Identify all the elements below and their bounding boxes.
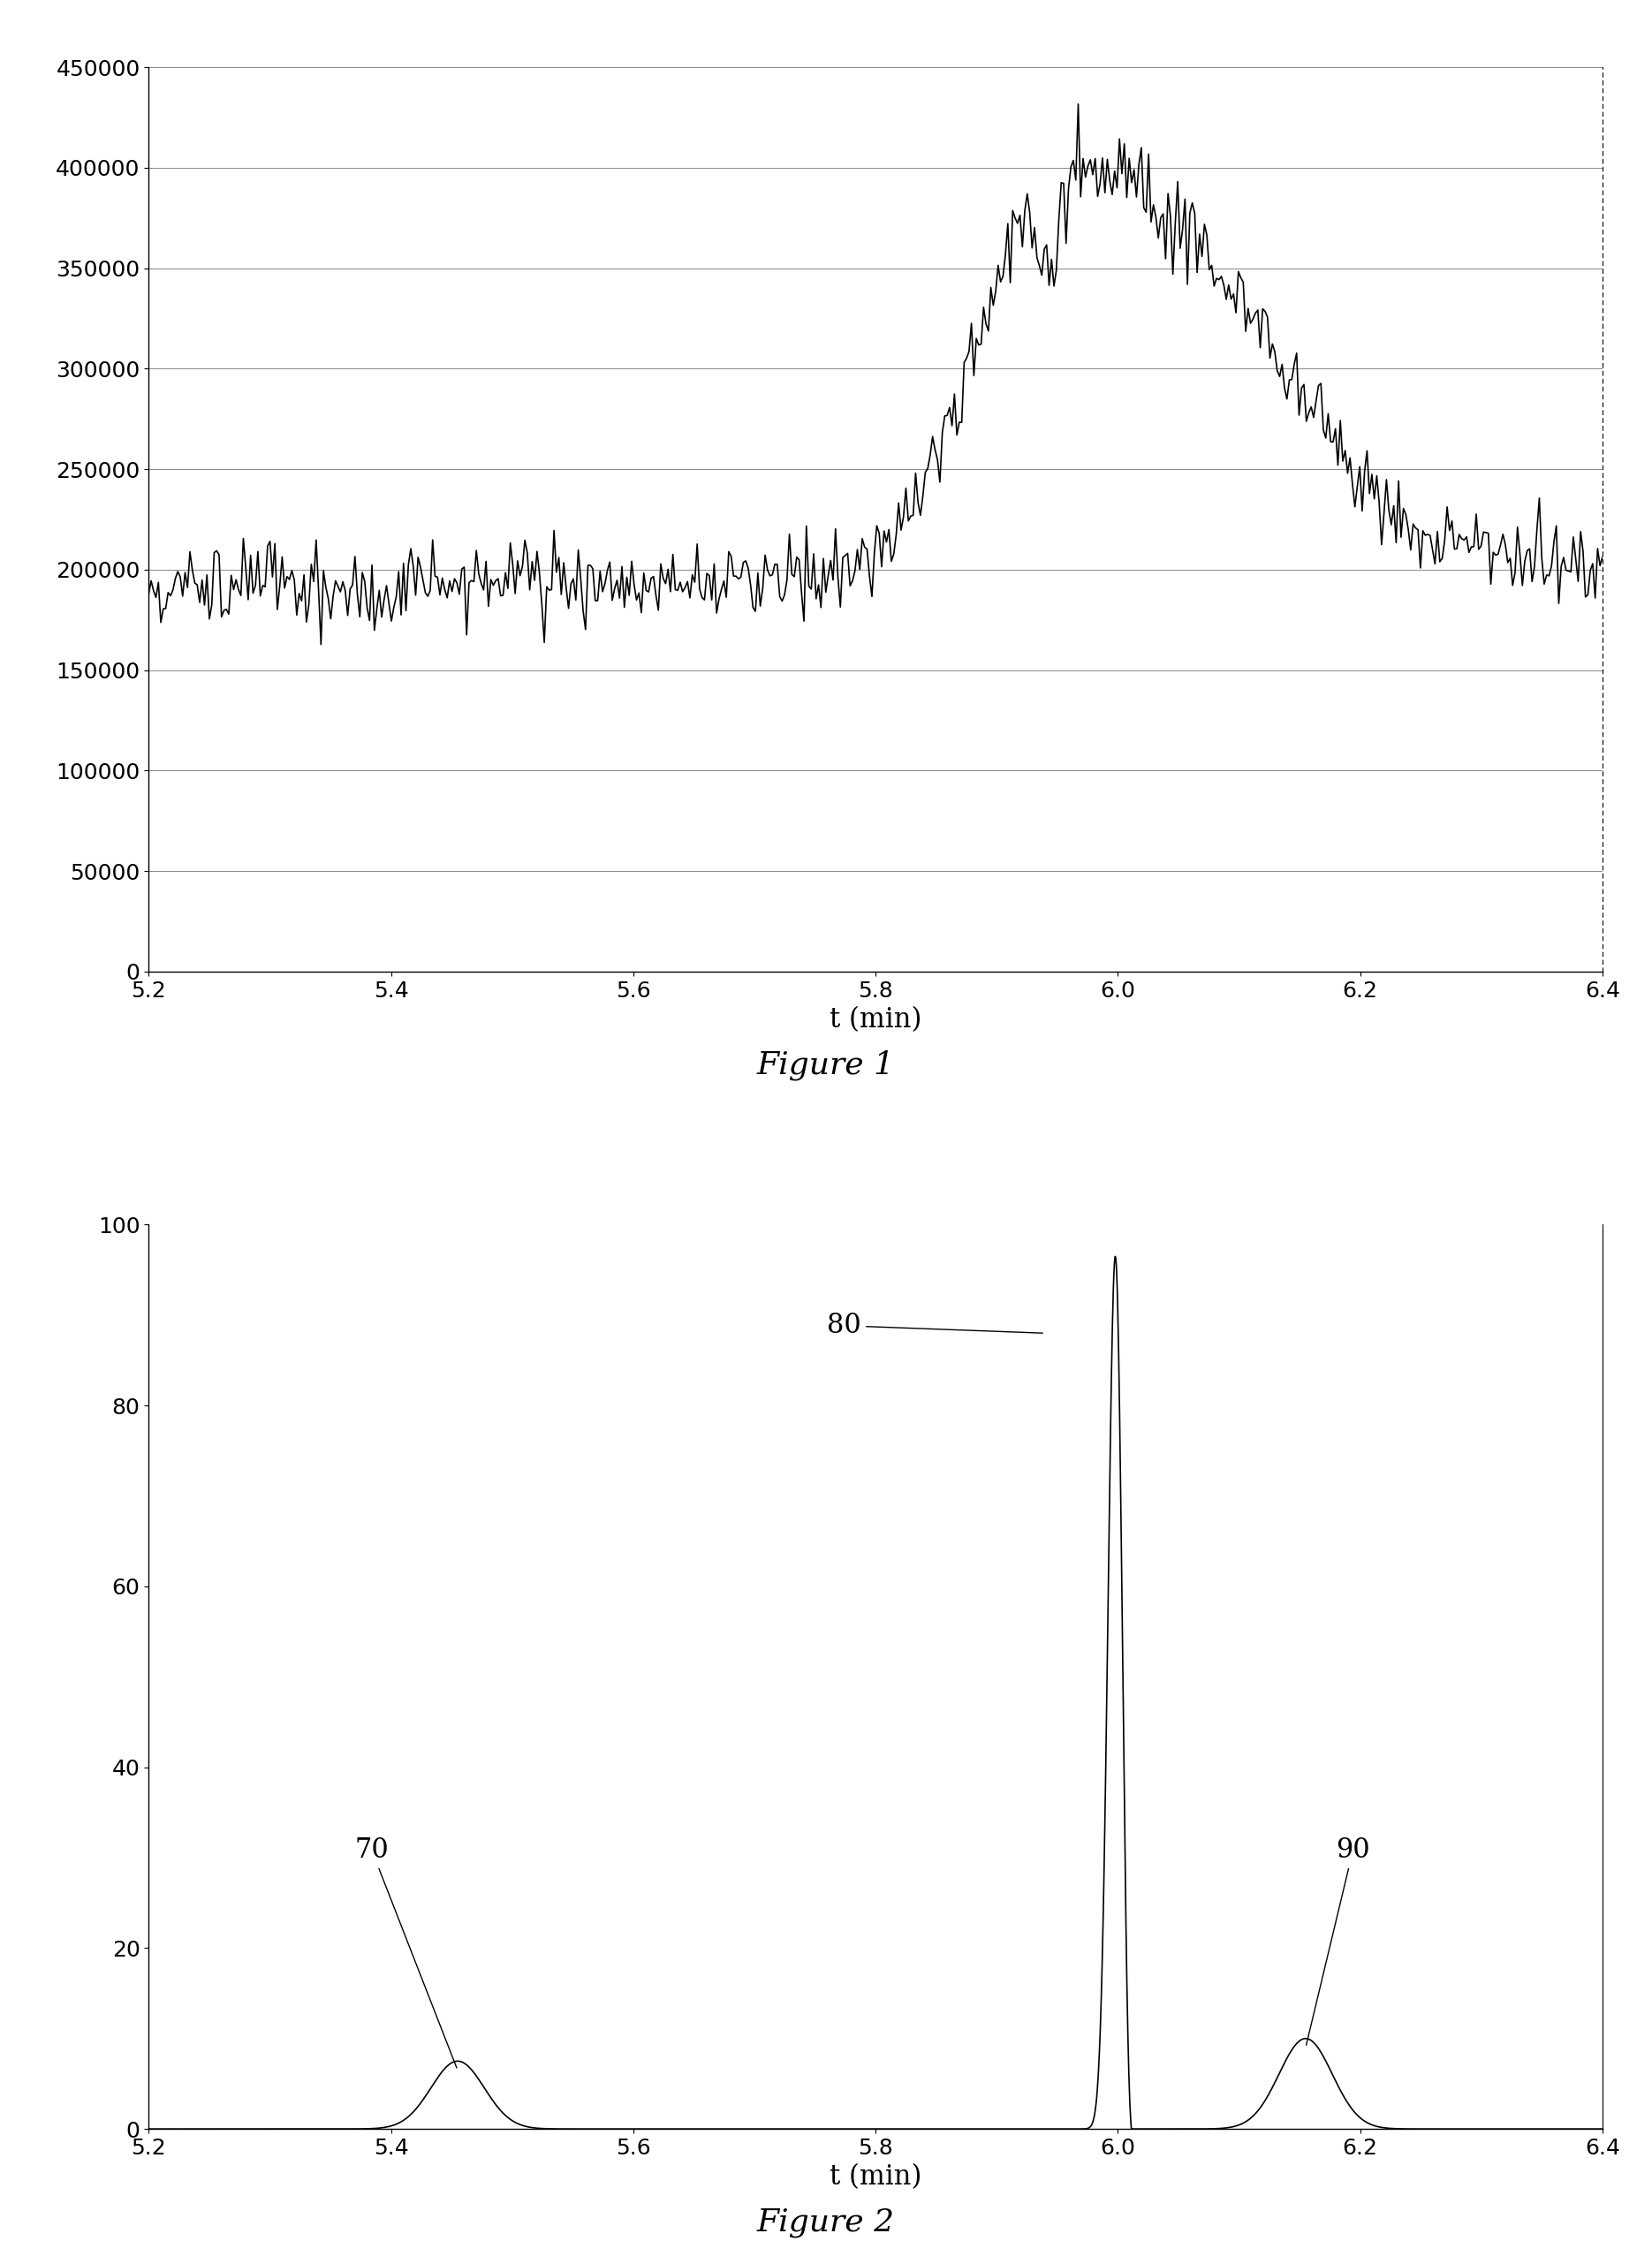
Text: 80: 80 bbox=[828, 1311, 1042, 1340]
Text: Figure 2: Figure 2 bbox=[757, 2207, 895, 2237]
X-axis label: t (min): t (min) bbox=[829, 1006, 922, 1033]
Text: Figure 1: Figure 1 bbox=[757, 1051, 895, 1080]
X-axis label: t (min): t (min) bbox=[829, 2163, 922, 2192]
Text: 70: 70 bbox=[355, 1835, 456, 2068]
Text: 90: 90 bbox=[1307, 1835, 1370, 2046]
